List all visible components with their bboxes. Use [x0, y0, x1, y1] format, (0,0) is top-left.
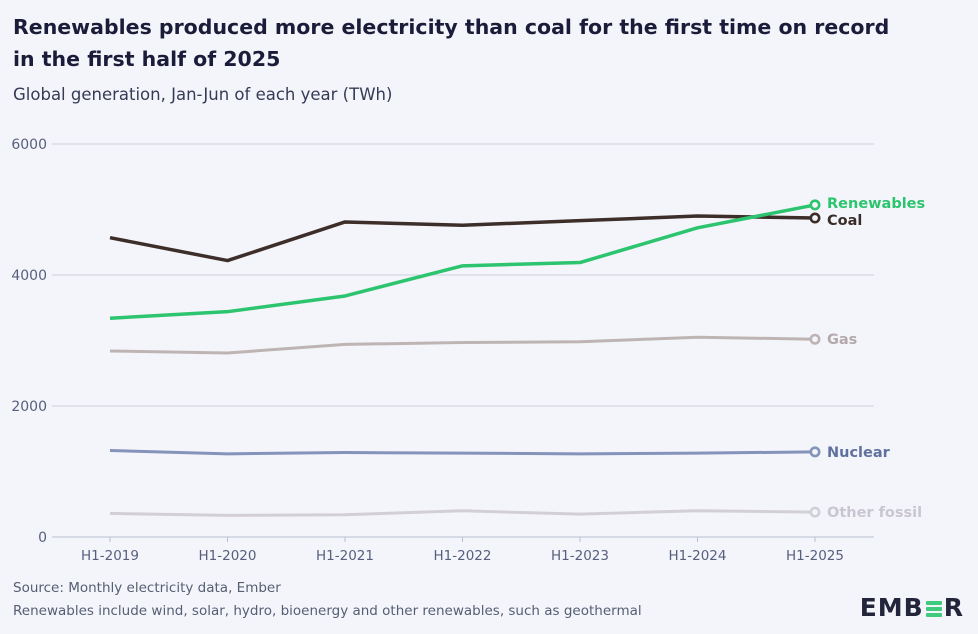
series-line-other-fossil	[109, 509, 816, 517]
chart-footer: Source: Monthly electricity data, Ember …	[13, 577, 642, 623]
series-endpoint-marker-nuclear	[809, 446, 821, 458]
series-line-nuclear	[109, 449, 816, 456]
series-endpoint-marker-renewables	[809, 199, 821, 211]
series-line-renewables	[109, 203, 816, 320]
series-label-nuclear: Nuclear	[827, 445, 891, 461]
series-label-gas: Gas	[827, 332, 857, 348]
x-axis-label: H1-2024	[669, 548, 727, 564]
x-axis-label: H1-2020	[199, 548, 257, 564]
x-axis-label: H1-2019	[81, 548, 139, 564]
chart-title-line-2: in the first half of 2025	[13, 47, 281, 71]
renewables-note: Renewables include wind, solar, hydro, b…	[13, 603, 642, 619]
ember-logo: EMB R	[860, 593, 964, 622]
x-axis-label: H1-2025	[786, 548, 844, 564]
x-axis-label: H1-2022	[434, 548, 492, 564]
chart-subtitle: Global generation, Jan-Jun of each year …	[13, 85, 393, 104]
y-axis-label: 0	[38, 530, 47, 546]
chart-title: Renewables produced more electricity tha…	[13, 11, 889, 75]
y-axis-label: 2000	[11, 399, 47, 415]
series-endpoint-marker-other-fossil	[809, 506, 821, 518]
y-axis-label: 6000	[11, 137, 47, 153]
source-note: Source: Monthly electricity data, Ember	[13, 580, 281, 596]
chart-title-line-1: Renewables produced more electricity tha…	[13, 15, 890, 39]
series-endpoint-marker-coal	[809, 212, 821, 224]
logo-text-right: R	[943, 593, 964, 622]
logo-text-left: EMB	[859, 593, 924, 622]
y-axis-label: 4000	[11, 268, 47, 284]
series-label-coal: Coal	[827, 213, 862, 229]
x-axis-label: H1-2021	[316, 548, 374, 564]
series-label-other-fossil: Other fossil	[827, 505, 922, 521]
series-endpoint-marker-gas	[809, 333, 821, 345]
x-axis-label: H1-2023	[551, 548, 609, 564]
series-line-coal	[109, 214, 816, 263]
series-line-gas	[109, 335, 816, 355]
series-label-renewables: Renewables	[827, 196, 925, 212]
logo-e-bars-icon	[925, 600, 942, 617]
